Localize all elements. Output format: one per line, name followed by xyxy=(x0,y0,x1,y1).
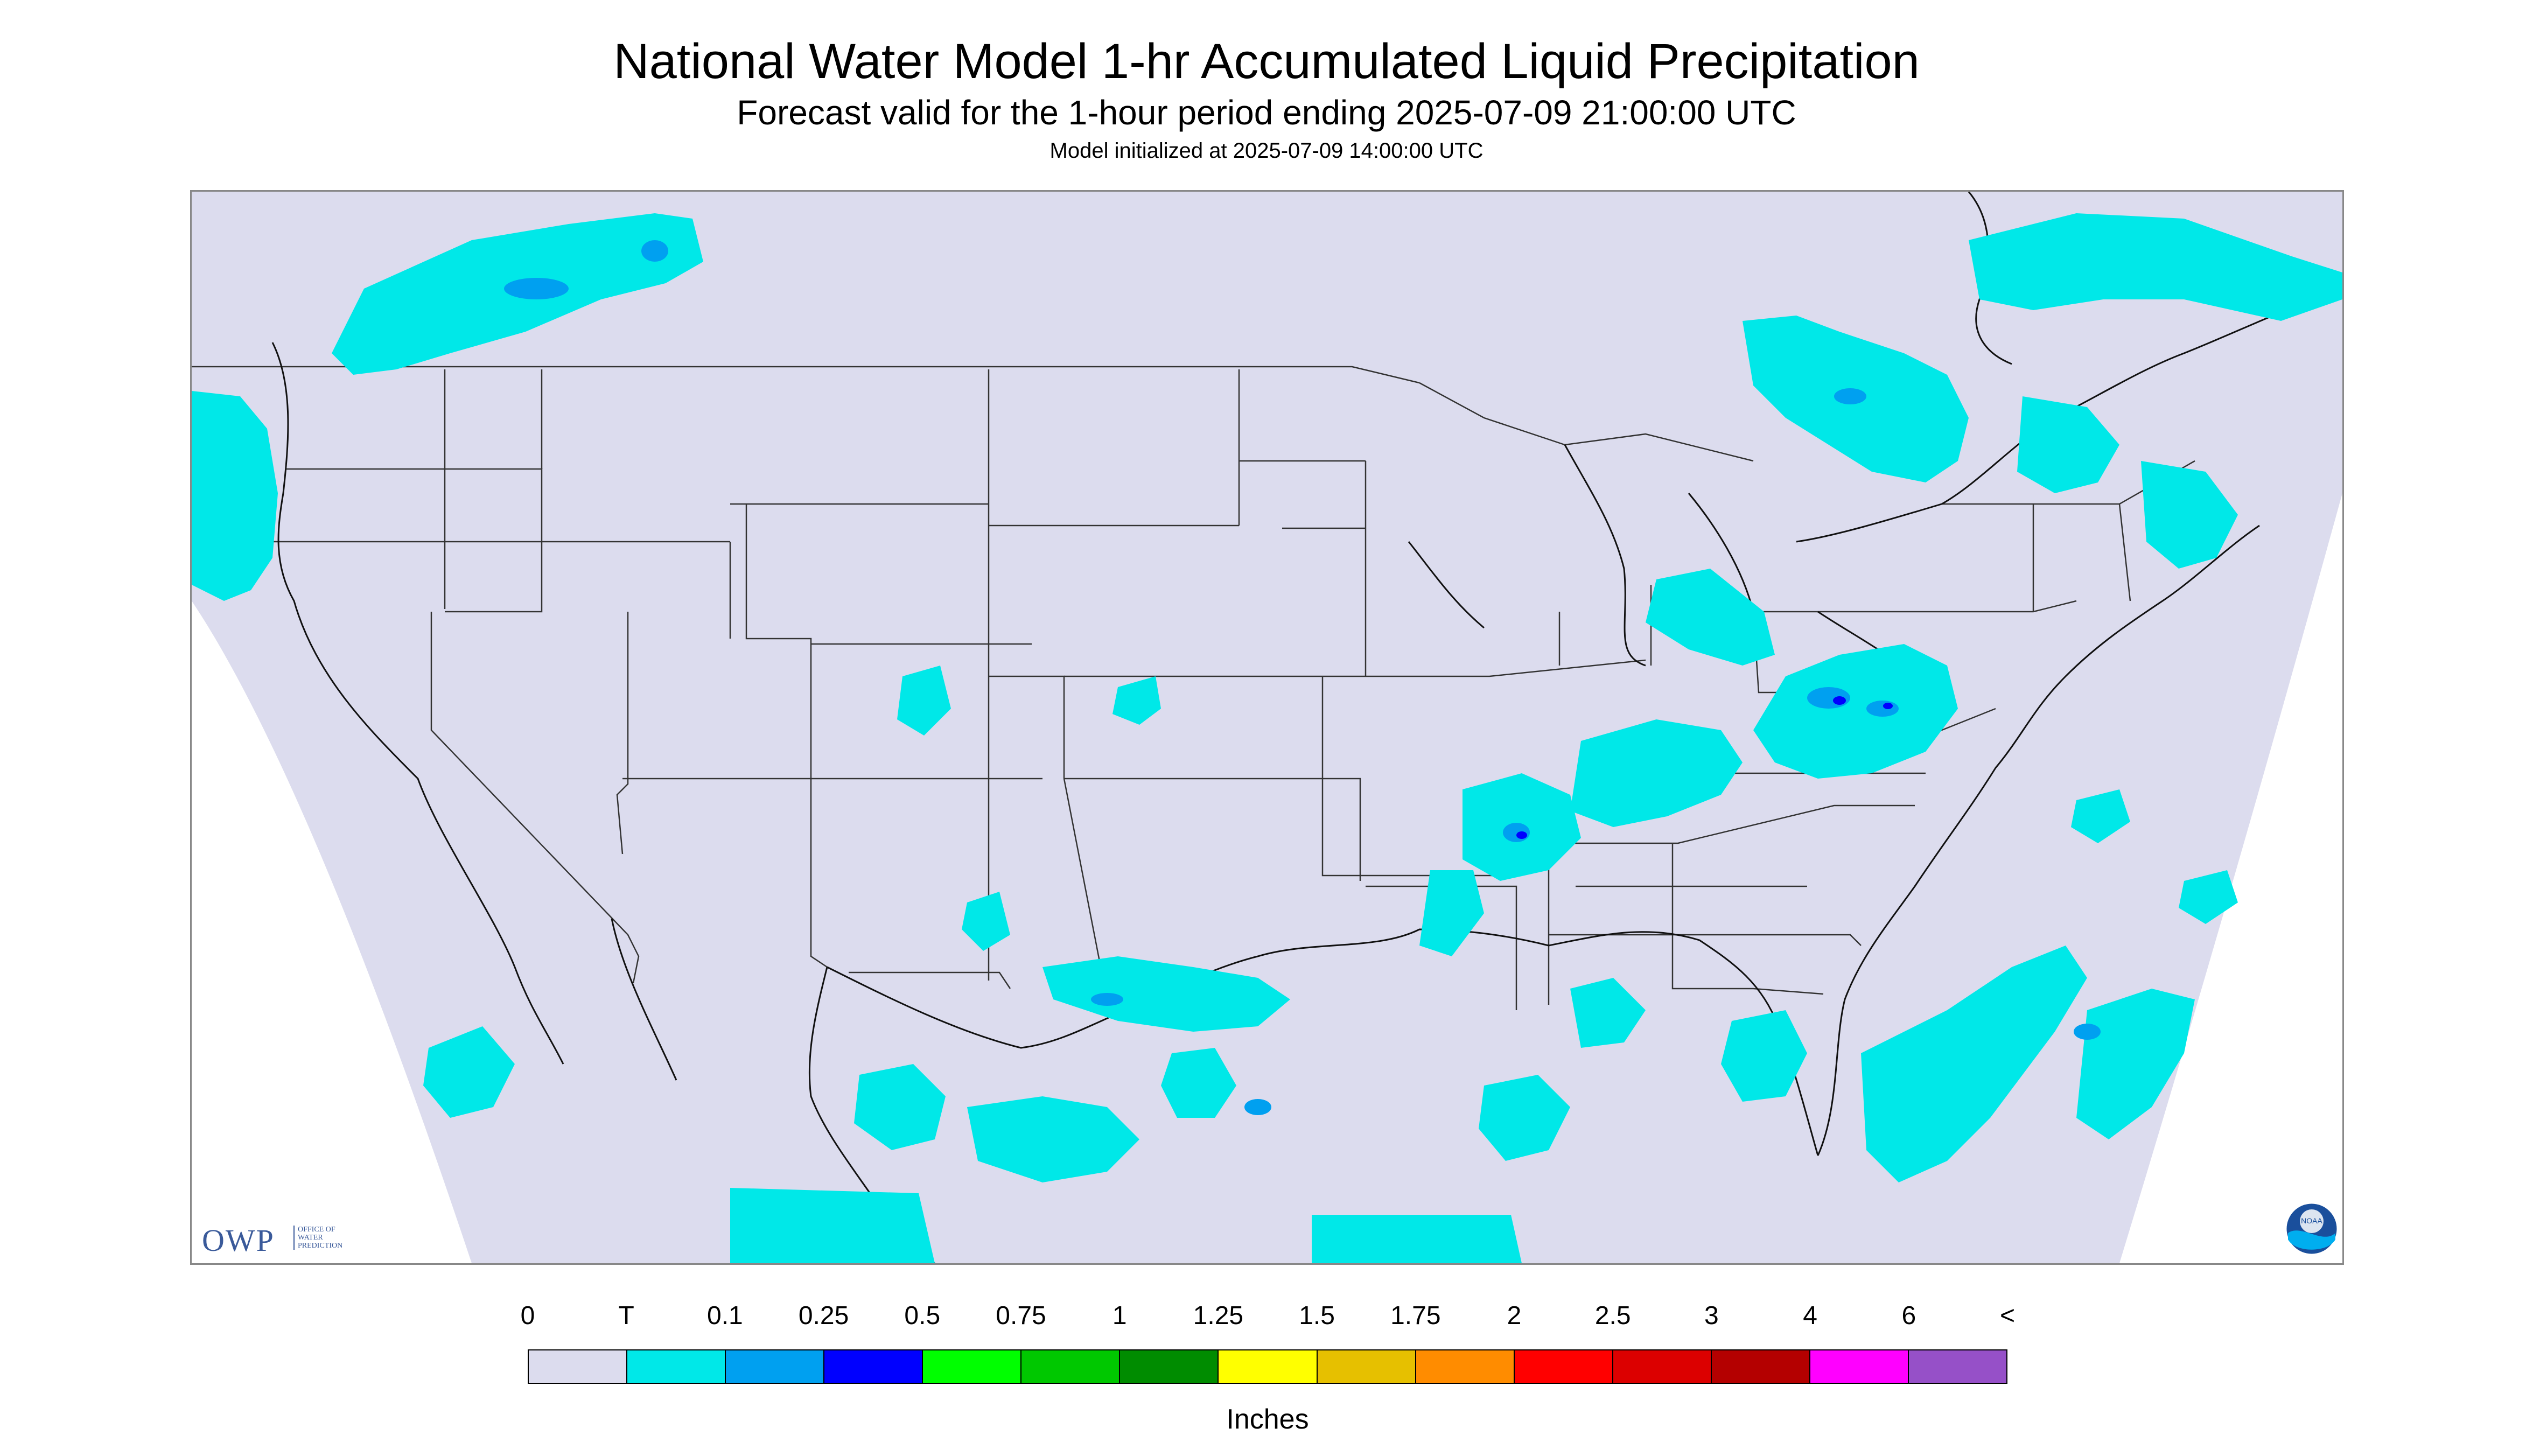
legend-swatch xyxy=(1021,1350,1121,1383)
owp-logo-subtext: OFFICE OF WATER PREDICTION xyxy=(293,1226,357,1250)
owp-line-1: OFFICE OF xyxy=(298,1226,335,1234)
legend-tick-label: 0.1 xyxy=(707,1301,743,1330)
legend-tick-label: 1.25 xyxy=(1193,1301,1244,1330)
noaa-logo: NOAA xyxy=(2285,1202,2339,1256)
owp-line-3: PREDICTION xyxy=(298,1242,343,1250)
legend-tick-label: 4 xyxy=(1803,1301,1817,1330)
legend-swatch xyxy=(824,1350,923,1383)
legend-swatch xyxy=(529,1350,628,1383)
legend-color-bar xyxy=(528,1349,2007,1384)
legend-swatch xyxy=(1514,1350,1613,1383)
legend-tick-label: 3 xyxy=(1704,1301,1719,1330)
legend-tick-label: 0.5 xyxy=(904,1301,941,1330)
legend-swatch xyxy=(627,1350,726,1383)
map-canvas xyxy=(192,192,2342,1263)
page-title: National Water Model 1-hr Accumulated Li… xyxy=(613,34,1920,89)
legend-tick-label: 2 xyxy=(1507,1301,1522,1330)
precipitation-trace xyxy=(192,213,2342,1263)
gulf-of-california xyxy=(611,918,677,1081)
precipitation-moderate xyxy=(1516,696,1893,839)
legend-tick-label: T xyxy=(618,1301,634,1330)
owp-logo-letters: OWP xyxy=(202,1223,275,1258)
model-domain xyxy=(192,192,2342,1263)
legend-tick-label: 1.75 xyxy=(1390,1301,1441,1330)
legend-swatch xyxy=(1810,1350,1909,1383)
model-init-text: Model initialized at 2025-07-09 14:00:00… xyxy=(1049,139,1484,163)
legend-units: Inches xyxy=(1226,1404,1309,1435)
owp-line-2: WATER xyxy=(298,1234,323,1242)
legend-swatch xyxy=(923,1350,1022,1383)
legend-tick-label: 0 xyxy=(520,1301,535,1330)
precipitation-legend: 0 T 0.1 0.25 0.5 0.75 1 1.25 1.5 1.75 2 2.5 3 4 6 < Inc… xyxy=(521,1301,2015,1436)
precipitation-map: OWP OFFICE OF WATER PREDICTION NOAA xyxy=(190,190,2344,1265)
legend-tick-label: 0.25 xyxy=(798,1301,849,1330)
legend-tick-label: 1 xyxy=(1112,1301,1127,1330)
owp-logo: OWP OFFICE OF WATER PREDICTION xyxy=(202,1218,380,1261)
legend-swatch xyxy=(1613,1350,1712,1383)
legend-tick-label: 0.75 xyxy=(996,1301,1046,1330)
noaa-logo-text: NOAA xyxy=(2301,1216,2322,1225)
legend-swatch xyxy=(1317,1350,1416,1383)
legend-tick-label: 2.5 xyxy=(1594,1301,1631,1330)
legend-tick-label: 1.5 xyxy=(1299,1301,1335,1330)
forecast-valid-subtitle: Forecast valid for the 1-hour period end… xyxy=(737,93,1796,132)
legend-tick-label: < xyxy=(1999,1301,2016,1330)
precipitation-light xyxy=(504,240,2101,1115)
legend-swatch xyxy=(726,1350,825,1383)
legend-swatch xyxy=(1908,1350,2006,1383)
legend-tick-label: 6 xyxy=(1901,1301,1916,1330)
legend-swatch xyxy=(1219,1350,1318,1383)
legend-swatch xyxy=(1120,1350,1219,1383)
legend-swatch xyxy=(1711,1350,1810,1383)
legend-swatch xyxy=(1416,1350,1515,1383)
